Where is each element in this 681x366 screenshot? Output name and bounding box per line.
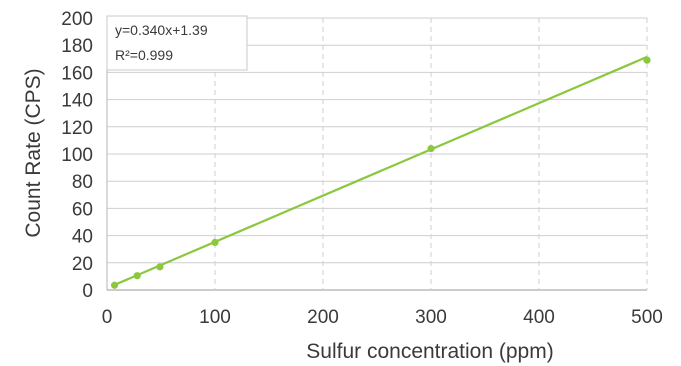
y-tick-label: 40 (72, 227, 93, 248)
y-axis-ticks: 0 20 40 60 80 100 120 140 160 180 200 (61, 9, 93, 302)
y-tick-label: 180 (61, 36, 93, 57)
r-squared-label: R²=0.999 (115, 47, 173, 63)
x-tick-label: 200 (307, 307, 339, 328)
x-tick-label: 100 (199, 307, 231, 328)
y-tick-label: 0 (82, 281, 93, 302)
x-tick-label: 400 (523, 307, 555, 328)
annotation-box: y=0.340x+1.39 R²=0.999 (106, 15, 248, 71)
data-points (110, 56, 651, 289)
x-tick-label: 300 (415, 307, 447, 328)
fit-equation-label: y=0.340x+1.39 (115, 22, 208, 38)
data-point (211, 238, 219, 246)
y-axis-title: Count Rate (CPS) (22, 68, 45, 237)
x-axis-title: Sulfur concentration (ppm) (306, 340, 553, 363)
y-tick-label: 20 (72, 254, 93, 275)
x-axis-ticks: 0 100 200 300 400 500 (102, 307, 663, 328)
fit-line-group (114, 55, 648, 286)
y-tick-label: 100 (61, 145, 93, 166)
y-tick-label: 80 (72, 172, 93, 193)
data-point (156, 263, 164, 271)
y-tick-label: 140 (61, 91, 93, 112)
data-point (110, 281, 119, 289)
data-point (643, 56, 651, 64)
y-tick-label: 120 (61, 118, 93, 139)
y-tick-label: 60 (72, 199, 93, 220)
data-point (133, 272, 141, 280)
y-tick-label: 160 (61, 63, 93, 84)
x-tick-label: 500 (631, 307, 663, 328)
y-tick-label: 200 (61, 9, 93, 30)
x-tick-label: 0 (102, 307, 113, 328)
fit-line (114, 55, 648, 286)
data-point (427, 144, 435, 153)
